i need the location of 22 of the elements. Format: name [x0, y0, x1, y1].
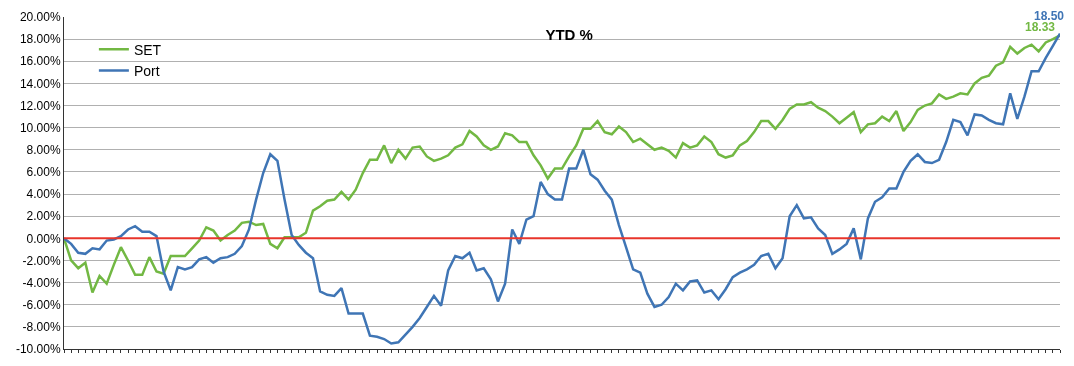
- y-tick-label: -4.00%: [22, 275, 61, 290]
- data-label: 18.33: [1025, 20, 1056, 34]
- legend-label: Port: [133, 62, 160, 79]
- line-series: [64, 32, 1060, 345]
- y-tick-label: -2.00%: [22, 253, 61, 268]
- y-tick-label: -10.00%: [15, 342, 61, 357]
- y-tick-label: 20.00%: [19, 10, 61, 25]
- legend-label: SET: [133, 41, 162, 58]
- data-label: 18.50: [1034, 9, 1065, 23]
- y-tick-label: -6.00%: [22, 297, 61, 312]
- y-tick-label: 12.00%: [19, 98, 61, 113]
- text: YTD %: [545, 25, 593, 43]
- y-tick-label: -8.00%: [22, 320, 61, 335]
- y-tick-label: 18.00%: [19, 32, 61, 47]
- y-tick-label: 2.00%: [26, 209, 61, 224]
- y-tick-label: 16.00%: [19, 54, 61, 69]
- y-tick-label: 10.00%: [19, 120, 61, 135]
- y-tick-label: 6.00%: [26, 165, 61, 180]
- y-tick-label: 4.00%: [26, 187, 61, 202]
- y-tick-label: 14.00%: [19, 76, 61, 91]
- y-tick-label: 0.00%: [26, 231, 61, 246]
- y-tick-label: 8.00%: [26, 143, 61, 157]
